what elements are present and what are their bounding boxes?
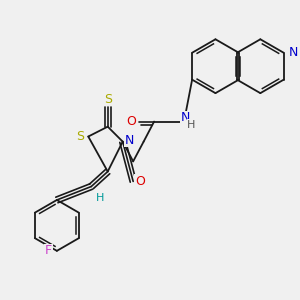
Text: S: S — [76, 130, 84, 143]
Text: N: N — [289, 46, 298, 59]
Text: N: N — [181, 112, 190, 124]
Text: F: F — [45, 244, 52, 257]
Text: H: H — [187, 120, 196, 130]
Text: N: N — [124, 134, 134, 147]
Text: O: O — [127, 115, 136, 128]
Text: S: S — [104, 93, 112, 106]
Text: H: H — [96, 194, 104, 203]
Text: O: O — [135, 175, 145, 188]
